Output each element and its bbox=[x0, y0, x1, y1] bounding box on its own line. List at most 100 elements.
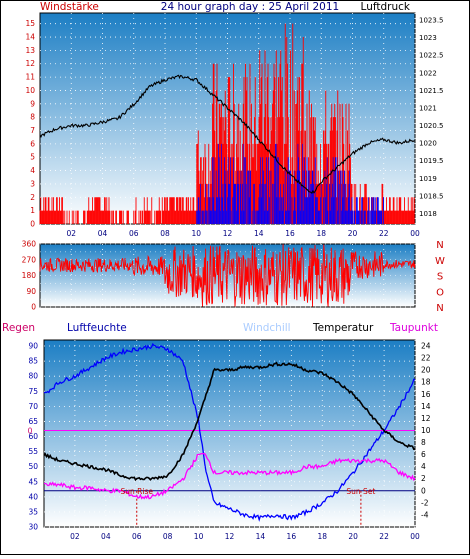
wind-tick-label: 3 bbox=[30, 179, 35, 188]
direction-tick-label: 90 bbox=[26, 287, 36, 296]
temp-humidity-lines bbox=[43, 342, 416, 527]
compass-label: N bbox=[436, 303, 443, 314]
humidity-line bbox=[43, 342, 416, 522]
x-tick-label: 14 bbox=[256, 532, 266, 541]
wind-tick-label: 14 bbox=[25, 33, 35, 42]
dewpoint-label: Taupunkt bbox=[389, 322, 438, 334]
temp-tick-label: 12 bbox=[421, 414, 431, 423]
wind-tick-label: 2 bbox=[30, 193, 35, 202]
wind-tick-label: 6 bbox=[30, 139, 35, 148]
wind-tick-label: 9 bbox=[30, 99, 35, 108]
x-tick-label: 00 bbox=[410, 229, 420, 238]
wind-pressure-axes: 012345678910111213141510181018.510191019… bbox=[25, 17, 443, 238]
temp-tick-label: 24 bbox=[421, 342, 431, 351]
humidity-tick-label: 85 bbox=[28, 357, 38, 366]
wind-strength-title: Windstärke bbox=[40, 1, 99, 13]
x-tick-label: 22 bbox=[379, 532, 389, 541]
temp-tick-label: 16 bbox=[421, 390, 431, 399]
x-tick-label: 06 bbox=[132, 532, 142, 541]
temp-tick-label: 18 bbox=[421, 378, 431, 387]
rain-label: Regen bbox=[2, 322, 35, 334]
wind-tick-label: 11 bbox=[25, 73, 35, 82]
compass-label: O bbox=[436, 287, 444, 298]
wind-tick-label: 1 bbox=[30, 206, 35, 215]
rain-zero-label: 0 bbox=[28, 426, 33, 435]
humidity-tick-label: 45 bbox=[28, 477, 38, 486]
direction-tick-label: 0 bbox=[31, 303, 36, 312]
wind-tick-label: 8 bbox=[30, 113, 35, 122]
humidity-tick-label: 75 bbox=[28, 387, 38, 396]
x-tick-label: 22 bbox=[379, 229, 389, 238]
pressure-tick-label: 1023 bbox=[419, 34, 437, 42]
x-tick-label: 04 bbox=[101, 532, 111, 541]
humidity-tick-label: 65 bbox=[28, 417, 38, 426]
x-tick-label: 04 bbox=[98, 229, 108, 238]
pressure-tick-label: 1018.5 bbox=[419, 192, 444, 200]
humidity-tick-label: 70 bbox=[28, 402, 38, 411]
temp-tick-label: 2 bbox=[421, 474, 426, 483]
humidity-tick-label: 40 bbox=[28, 492, 38, 501]
temp-tick-label: -4 bbox=[421, 510, 429, 519]
temperature-label: Temperatur bbox=[312, 322, 374, 334]
temperature-line bbox=[43, 361, 416, 482]
temp-humidity-axes: 30354045505560657075808590-4-20246810121… bbox=[28, 342, 431, 541]
x-tick-label: 02 bbox=[66, 229, 76, 238]
temp-tick-label: 10 bbox=[421, 426, 431, 435]
pressure-tick-label: 1019.5 bbox=[419, 157, 444, 165]
x-tick-label: 06 bbox=[129, 229, 139, 238]
pressure-tick-label: 1021.5 bbox=[419, 87, 444, 95]
wind-tick-label: 0 bbox=[30, 220, 35, 229]
windchill-label: Windchill bbox=[243, 322, 291, 334]
direction-tick-label: 180 bbox=[22, 271, 37, 280]
humidity-tick-label: 80 bbox=[28, 372, 38, 381]
pressure-line-group bbox=[39, 74, 416, 194]
dewpoint-line bbox=[44, 452, 416, 500]
temp-tick-label: 6 bbox=[421, 450, 426, 459]
temp-tick-label: 14 bbox=[421, 402, 431, 411]
humidity-tick-label: 35 bbox=[28, 507, 38, 516]
wind-bars bbox=[39, 23, 415, 224]
humidity-tick-label: 55 bbox=[28, 447, 38, 456]
humidity-tick-label: 50 bbox=[28, 462, 38, 471]
temp-tick-label: 4 bbox=[421, 462, 426, 471]
compass-label: S bbox=[437, 272, 443, 283]
x-tick-label: 20 bbox=[348, 229, 358, 238]
x-tick-label: 14 bbox=[254, 229, 264, 238]
wind-tick-label: 15 bbox=[25, 19, 35, 28]
pressure-line bbox=[39, 74, 416, 194]
pressure-tick-label: 1020.5 bbox=[419, 122, 444, 130]
temp-tick-label: 20 bbox=[421, 366, 431, 375]
wind-tick-label: 7 bbox=[30, 126, 35, 135]
pressure-tick-label: 1021 bbox=[419, 104, 437, 112]
wind-direction-line bbox=[39, 244, 416, 307]
wind-tick-label: 10 bbox=[25, 86, 35, 95]
x-tick-label: 02 bbox=[70, 532, 80, 541]
x-tick-label: 12 bbox=[223, 229, 233, 238]
temp-tick-label: -2 bbox=[421, 498, 429, 507]
temp-tick-label: 0 bbox=[421, 486, 426, 495]
wind-direction-trace bbox=[39, 244, 416, 307]
x-tick-label: 08 bbox=[160, 229, 170, 238]
sunrise-label: Sun Rise bbox=[121, 487, 154, 496]
temp-tick-label: 22 bbox=[421, 354, 431, 363]
x-tick-label: 16 bbox=[287, 532, 297, 541]
wind-tick-label: 5 bbox=[30, 153, 35, 162]
pressure-tick-label: 1023.5 bbox=[419, 17, 444, 25]
compass-label: N bbox=[436, 240, 443, 251]
temp-tick-label: 8 bbox=[421, 438, 426, 447]
direction-tick-label: 360 bbox=[22, 240, 37, 249]
compass-label: W bbox=[435, 256, 445, 267]
x-tick-label: 08 bbox=[163, 532, 173, 541]
pressure-tick-label: 1020 bbox=[419, 140, 437, 148]
x-tick-label: 18 bbox=[317, 532, 327, 541]
x-tick-label: 10 bbox=[191, 229, 201, 238]
x-tick-label: 18 bbox=[316, 229, 326, 238]
humidity-tick-label: 30 bbox=[28, 523, 38, 532]
pressure-tick-label: 1022.5 bbox=[419, 52, 444, 60]
wind-tick-label: 13 bbox=[25, 46, 35, 55]
temp-humidity-grid bbox=[44, 340, 416, 528]
pressure-tick-label: 1022 bbox=[419, 69, 437, 77]
pressure-tick-label: 1018 bbox=[419, 210, 437, 218]
